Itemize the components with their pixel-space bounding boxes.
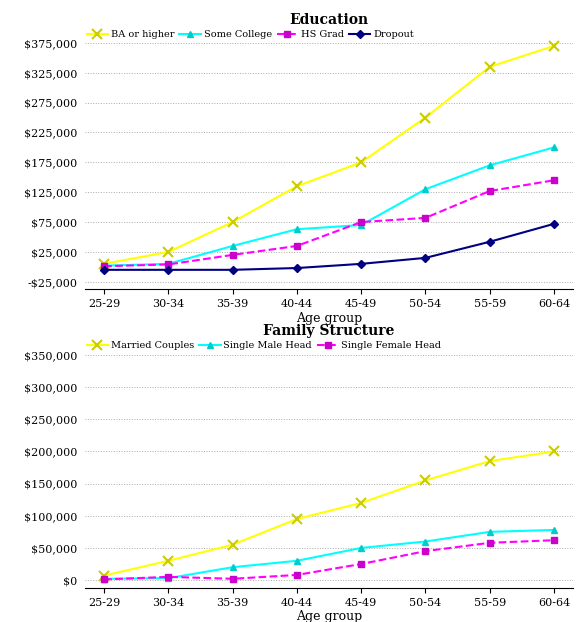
Single Male Head [229,564,236,571]
X-axis label: Age group: Age group [296,312,362,325]
BA or higher [165,248,172,256]
Single Female Head [357,560,364,568]
Line: HS Grad: HS Grad [101,177,558,270]
Line: BA or higher: BA or higher [99,41,559,269]
Single Male Head [357,544,364,552]
Some College [165,260,172,267]
HS Grad [101,262,108,270]
BA or higher [101,260,108,267]
Single Female Head [486,539,493,547]
BA or higher [486,63,493,70]
Single Male Head [422,538,429,545]
BA or higher [229,218,236,226]
Single Male Head [165,574,172,582]
Dropout [294,264,301,272]
Some College [486,162,493,169]
Line: Married Couples: Married Couples [99,447,559,580]
Dropout [165,266,172,274]
Single Male Head [486,528,493,536]
Married Couples [165,557,172,565]
Some College [550,144,558,151]
Single Male Head [101,575,108,583]
Single Female Head [294,571,301,578]
X-axis label: Age group: Age group [296,610,362,622]
Dropout [357,260,364,267]
Dropout [550,220,558,228]
Married Couples [294,515,301,522]
Some College [101,262,108,269]
Married Couples [422,476,429,484]
BA or higher [422,114,429,121]
Married Couples [101,572,108,579]
Dropout [486,238,493,246]
Dropout [229,266,236,274]
Single Female Head [229,575,236,583]
HS Grad [294,242,301,249]
BA or higher [550,42,558,50]
HS Grad [229,251,236,259]
Title: Family Structure: Family Structure [263,324,395,338]
Married Couples [357,499,364,507]
Some College [357,221,364,229]
Some College [229,242,236,249]
Single Female Head [101,576,108,583]
Dropout [422,254,429,262]
Single Female Head [422,547,429,555]
BA or higher [294,182,301,190]
Some College [422,185,429,193]
Single Male Head [550,526,558,534]
HS Grad [486,187,493,195]
Title: Education: Education [290,13,369,27]
Line: Some College: Some College [101,144,558,269]
Married Couples [229,541,236,549]
Line: Dropout: Dropout [101,221,557,272]
BA or higher [357,159,364,166]
Single Female Head [550,537,558,544]
Married Couples [550,448,558,455]
Legend: Married Couples, Single Male Head, Single Female Head: Married Couples, Single Male Head, Singl… [87,341,441,350]
HS Grad [165,261,172,268]
Line: Single Female Head: Single Female Head [101,537,558,583]
Married Couples [486,457,493,465]
Legend: BA or higher, Some College, HS Grad, Dropout: BA or higher, Some College, HS Grad, Dro… [87,30,414,39]
HS Grad [422,214,429,221]
Single Female Head [165,573,172,580]
Dropout [101,266,108,274]
Line: Single Male Head: Single Male Head [101,526,558,582]
HS Grad [550,177,558,184]
Some College [294,226,301,233]
HS Grad [357,218,364,226]
Single Male Head [294,557,301,565]
